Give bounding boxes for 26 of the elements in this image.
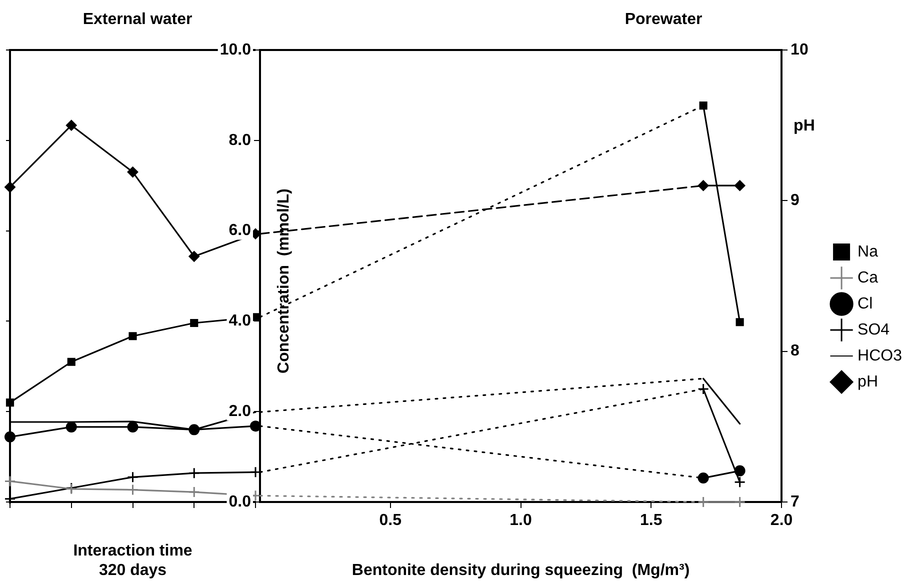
legend-label: SO4	[858, 321, 890, 338]
legend-label: pH	[858, 373, 878, 390]
y2-tick-label: 9	[790, 192, 800, 210]
y2-axis-title: pH	[794, 117, 815, 134]
x-axis-title: Interaction time 320 days	[73, 542, 192, 579]
y-axis-title: Concentration (mmol/L)	[275, 188, 292, 374]
legend-label: Cl	[858, 295, 873, 312]
y-tick-label: 6.0	[228, 222, 252, 240]
legend-label: HCO3	[858, 347, 902, 364]
chart-title: Porewater	[624, 11, 702, 28]
x-axis-title: Bentonite density during squeezing (Mg/m³)	[352, 562, 690, 579]
y-tick-label: 8.0	[228, 132, 252, 149]
y-tick-label: 10.0	[220, 41, 252, 58]
y-tick-label: 0.0	[228, 493, 252, 510]
x-tick-label: 0.5	[379, 512, 402, 530]
chart-title: External water	[82, 11, 192, 28]
x-tick-label: 2.0	[770, 512, 793, 530]
x-tick-label: 1.0	[510, 512, 532, 530]
y-tick-label: 4.0	[228, 312, 252, 330]
y2-tick-label: 10	[790, 41, 808, 58]
y2-tick-label: 7	[790, 493, 800, 510]
x-tick-label: 1.5	[640, 512, 662, 530]
y2-tick-label: 8	[790, 342, 800, 360]
legend-label: Na	[858, 243, 878, 260]
legend-label: Ca	[858, 269, 878, 286]
y-tick-label: 2.0	[228, 403, 252, 420]
